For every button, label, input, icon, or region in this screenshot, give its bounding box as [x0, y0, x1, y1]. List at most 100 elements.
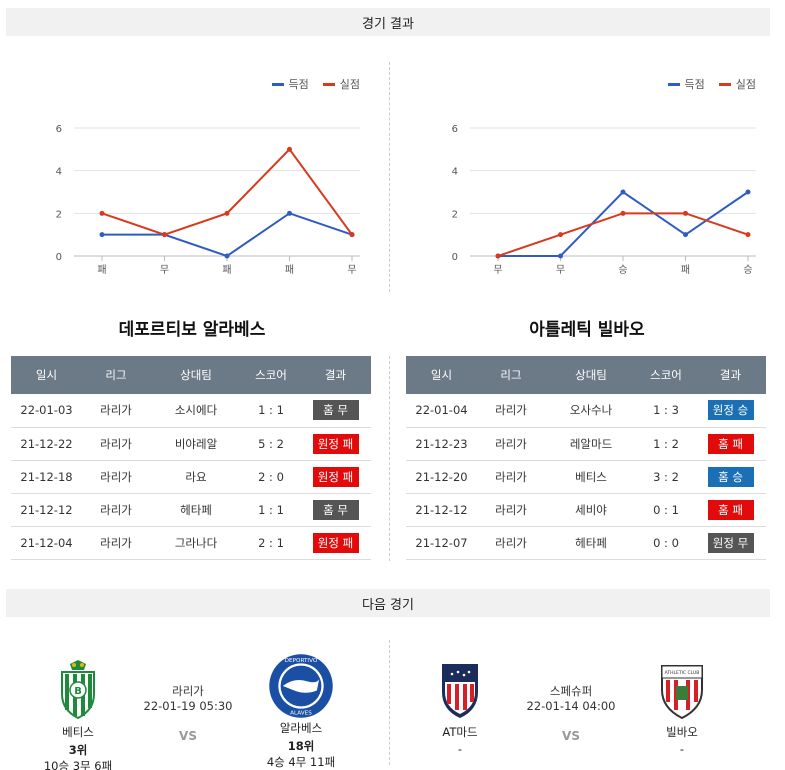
alaves-crest-icon: DEPORTIVO ALAVES — [269, 654, 333, 718]
header-date: 일시 — [11, 356, 82, 394]
table-row: 21-12-20 라리가 베티스 3 : 2 홈 승 — [406, 460, 766, 494]
y-tick-label: 4 — [56, 167, 62, 178]
svg-text:ALAVES: ALAVES — [290, 710, 312, 716]
data-point — [99, 232, 105, 238]
cell-opponent: 세비야 — [545, 493, 637, 527]
next-match-right[interactable]: AT마드 - 스페슈퍼 22-01-14 04:00 VS ATHLETIC C… — [389, 650, 785, 765]
y-tick-label: 6 — [56, 124, 62, 135]
cell-date: 22-01-03 — [11, 394, 82, 428]
cell-opponent: 베티스 — [545, 460, 637, 494]
result-badge: 홈 패 — [707, 499, 754, 520]
legend-conceded-label: 실점 — [339, 78, 360, 91]
table-row: 21-12-04 라리가 그라나다 2 : 1 원정 패 — [11, 526, 371, 560]
right-team-goals-chart: 득점 실점 0 2 4 6 무 무 승 패 승 — [410, 70, 770, 280]
svg-text:DEPORTIVO: DEPORTIVO — [285, 658, 318, 664]
table-header-row: 일시 리그 상대팀 스코어 결과 — [406, 356, 766, 394]
table-row: 21-12-12 라리가 세비야 0 : 1 홈 패 — [406, 493, 766, 527]
cell-date: 21-12-22 — [11, 427, 82, 461]
cell-score: 1 : 1 — [242, 394, 300, 428]
left-chart-svg: 0 2 4 6 패 무 패 패 무 — [56, 124, 360, 276]
cell-opponent: 비야레알 — [150, 427, 242, 461]
y-tick-label: 2 — [452, 209, 458, 220]
away-team-rank: - — [679, 742, 685, 756]
cell-score: 1 : 1 — [242, 493, 300, 527]
home-team[interactable]: B 베티스 3위 10승 3무 6패 — [38, 660, 118, 770]
home-team-name: AT마드 — [442, 725, 478, 739]
away-team-name: 알라베스 — [279, 721, 323, 735]
legend-scored: 득점 — [667, 76, 705, 92]
cell-date: 21-12-04 — [11, 526, 82, 560]
y-tick-label: 6 — [452, 124, 458, 135]
cell-date: 21-12-07 — [406, 526, 477, 560]
cell-league: 라리가 — [82, 427, 150, 461]
cell-opponent: 라요 — [150, 460, 242, 494]
result-badge: 원정 패 — [312, 433, 359, 454]
y-tick-label: 0 — [452, 252, 458, 263]
match-datetime: 22-01-19 05:30 — [143, 699, 233, 713]
data-point — [620, 189, 626, 195]
away-team[interactable]: ATHLETIC CLUB 빌바오 - — [642, 660, 722, 756]
legend-conceded-swatch — [718, 82, 731, 86]
table-row: 21-12-07 라리가 헤타페 0 : 0 원정 무 — [406, 526, 766, 560]
table-row: 22-01-04 라리가 오사수나 1 : 3 원정 승 — [406, 394, 766, 428]
match-info: 라리가 22-01-19 05:30 VS — [128, 683, 248, 743]
legend-conceded-swatch — [322, 82, 335, 86]
data-point — [349, 232, 355, 238]
table-row: 22-01-03 라리가 소시에다 1 : 1 홈 무 — [11, 394, 371, 428]
legend-conceded: 실점 — [322, 76, 360, 92]
data-point — [287, 146, 292, 152]
data-point — [620, 210, 626, 216]
series-line-scored — [498, 190, 749, 257]
match-league: 라리가 — [172, 684, 204, 698]
cell-league: 라리가 — [82, 526, 150, 560]
x-tick-label: 승 — [618, 264, 627, 276]
cell-opponent: 헤타페 — [150, 493, 242, 527]
cell-date: 21-12-18 — [11, 460, 82, 494]
x-tick-label: 무 — [493, 265, 502, 276]
cell-opponent: 오사수나 — [545, 394, 637, 428]
table-row: 21-12-23 라리가 레알마드 1 : 2 홈 패 — [406, 427, 766, 461]
cell-result: 원정 패 — [300, 526, 371, 560]
next-match-left[interactable]: B 베티스 3위 10승 3무 6패 라리가 22-01-19 05:30 VS… — [0, 650, 389, 770]
data-point — [224, 210, 230, 216]
data-point — [683, 210, 688, 216]
cell-opponent: 소시에다 — [150, 394, 242, 428]
home-team[interactable]: AT마드 - — [420, 660, 500, 756]
cell-result: 원정 패 — [300, 427, 371, 461]
x-tick-label: 무 — [347, 265, 356, 276]
right-recent-games-table: 일시 리그 상대팀 스코어 결과 22-01-04 라리가 오사수나 1 : 3 원정 … — [406, 356, 766, 560]
result-badge: 홈 무 — [312, 400, 359, 421]
data-point — [558, 253, 563, 259]
match-info: 스페슈퍼 22-01-14 04:00 VS — [511, 683, 631, 743]
result-badge: 홈 패 — [707, 433, 754, 454]
cell-league: 라리가 — [477, 493, 545, 527]
cell-result: 원정 패 — [300, 460, 371, 494]
away-team[interactable]: DEPORTIVO ALAVES 알라베스 18위 4승 4무 11패 — [261, 652, 341, 770]
cell-league: 라리가 — [82, 493, 150, 527]
chart-legend: 득점 실점 — [271, 76, 360, 92]
cell-result: 홈 패 — [695, 493, 766, 527]
data-point — [224, 253, 230, 259]
header-league: 리그 — [82, 356, 150, 394]
cell-league: 라리가 — [477, 427, 545, 461]
results-section-title: 경기 결과 — [362, 16, 414, 32]
next-match-divider — [389, 640, 390, 765]
header-date: 일시 — [406, 356, 477, 394]
data-point — [558, 232, 563, 238]
cell-score: 1 : 3 — [637, 394, 695, 428]
legend-scored-label: 득점 — [684, 78, 705, 91]
cell-league: 라리가 — [82, 394, 150, 428]
results-section-header: 경기 결과 — [6, 8, 770, 36]
header-league: 리그 — [477, 356, 545, 394]
home-team-name: 베티스 — [62, 725, 94, 739]
away-team-rank: 18위 — [287, 739, 315, 753]
table-row: 21-12-12 라리가 헤타페 1 : 1 홈 무 — [11, 493, 371, 527]
data-point — [745, 189, 751, 195]
result-badge: 원정 패 — [312, 532, 359, 553]
away-team-name: 빌바오 — [666, 725, 698, 739]
vs-label: VS — [562, 729, 580, 743]
header-opponent: 상대팀 — [150, 356, 242, 394]
result-badge: 원정 승 — [707, 400, 754, 421]
cell-date: 22-01-04 — [406, 394, 477, 428]
